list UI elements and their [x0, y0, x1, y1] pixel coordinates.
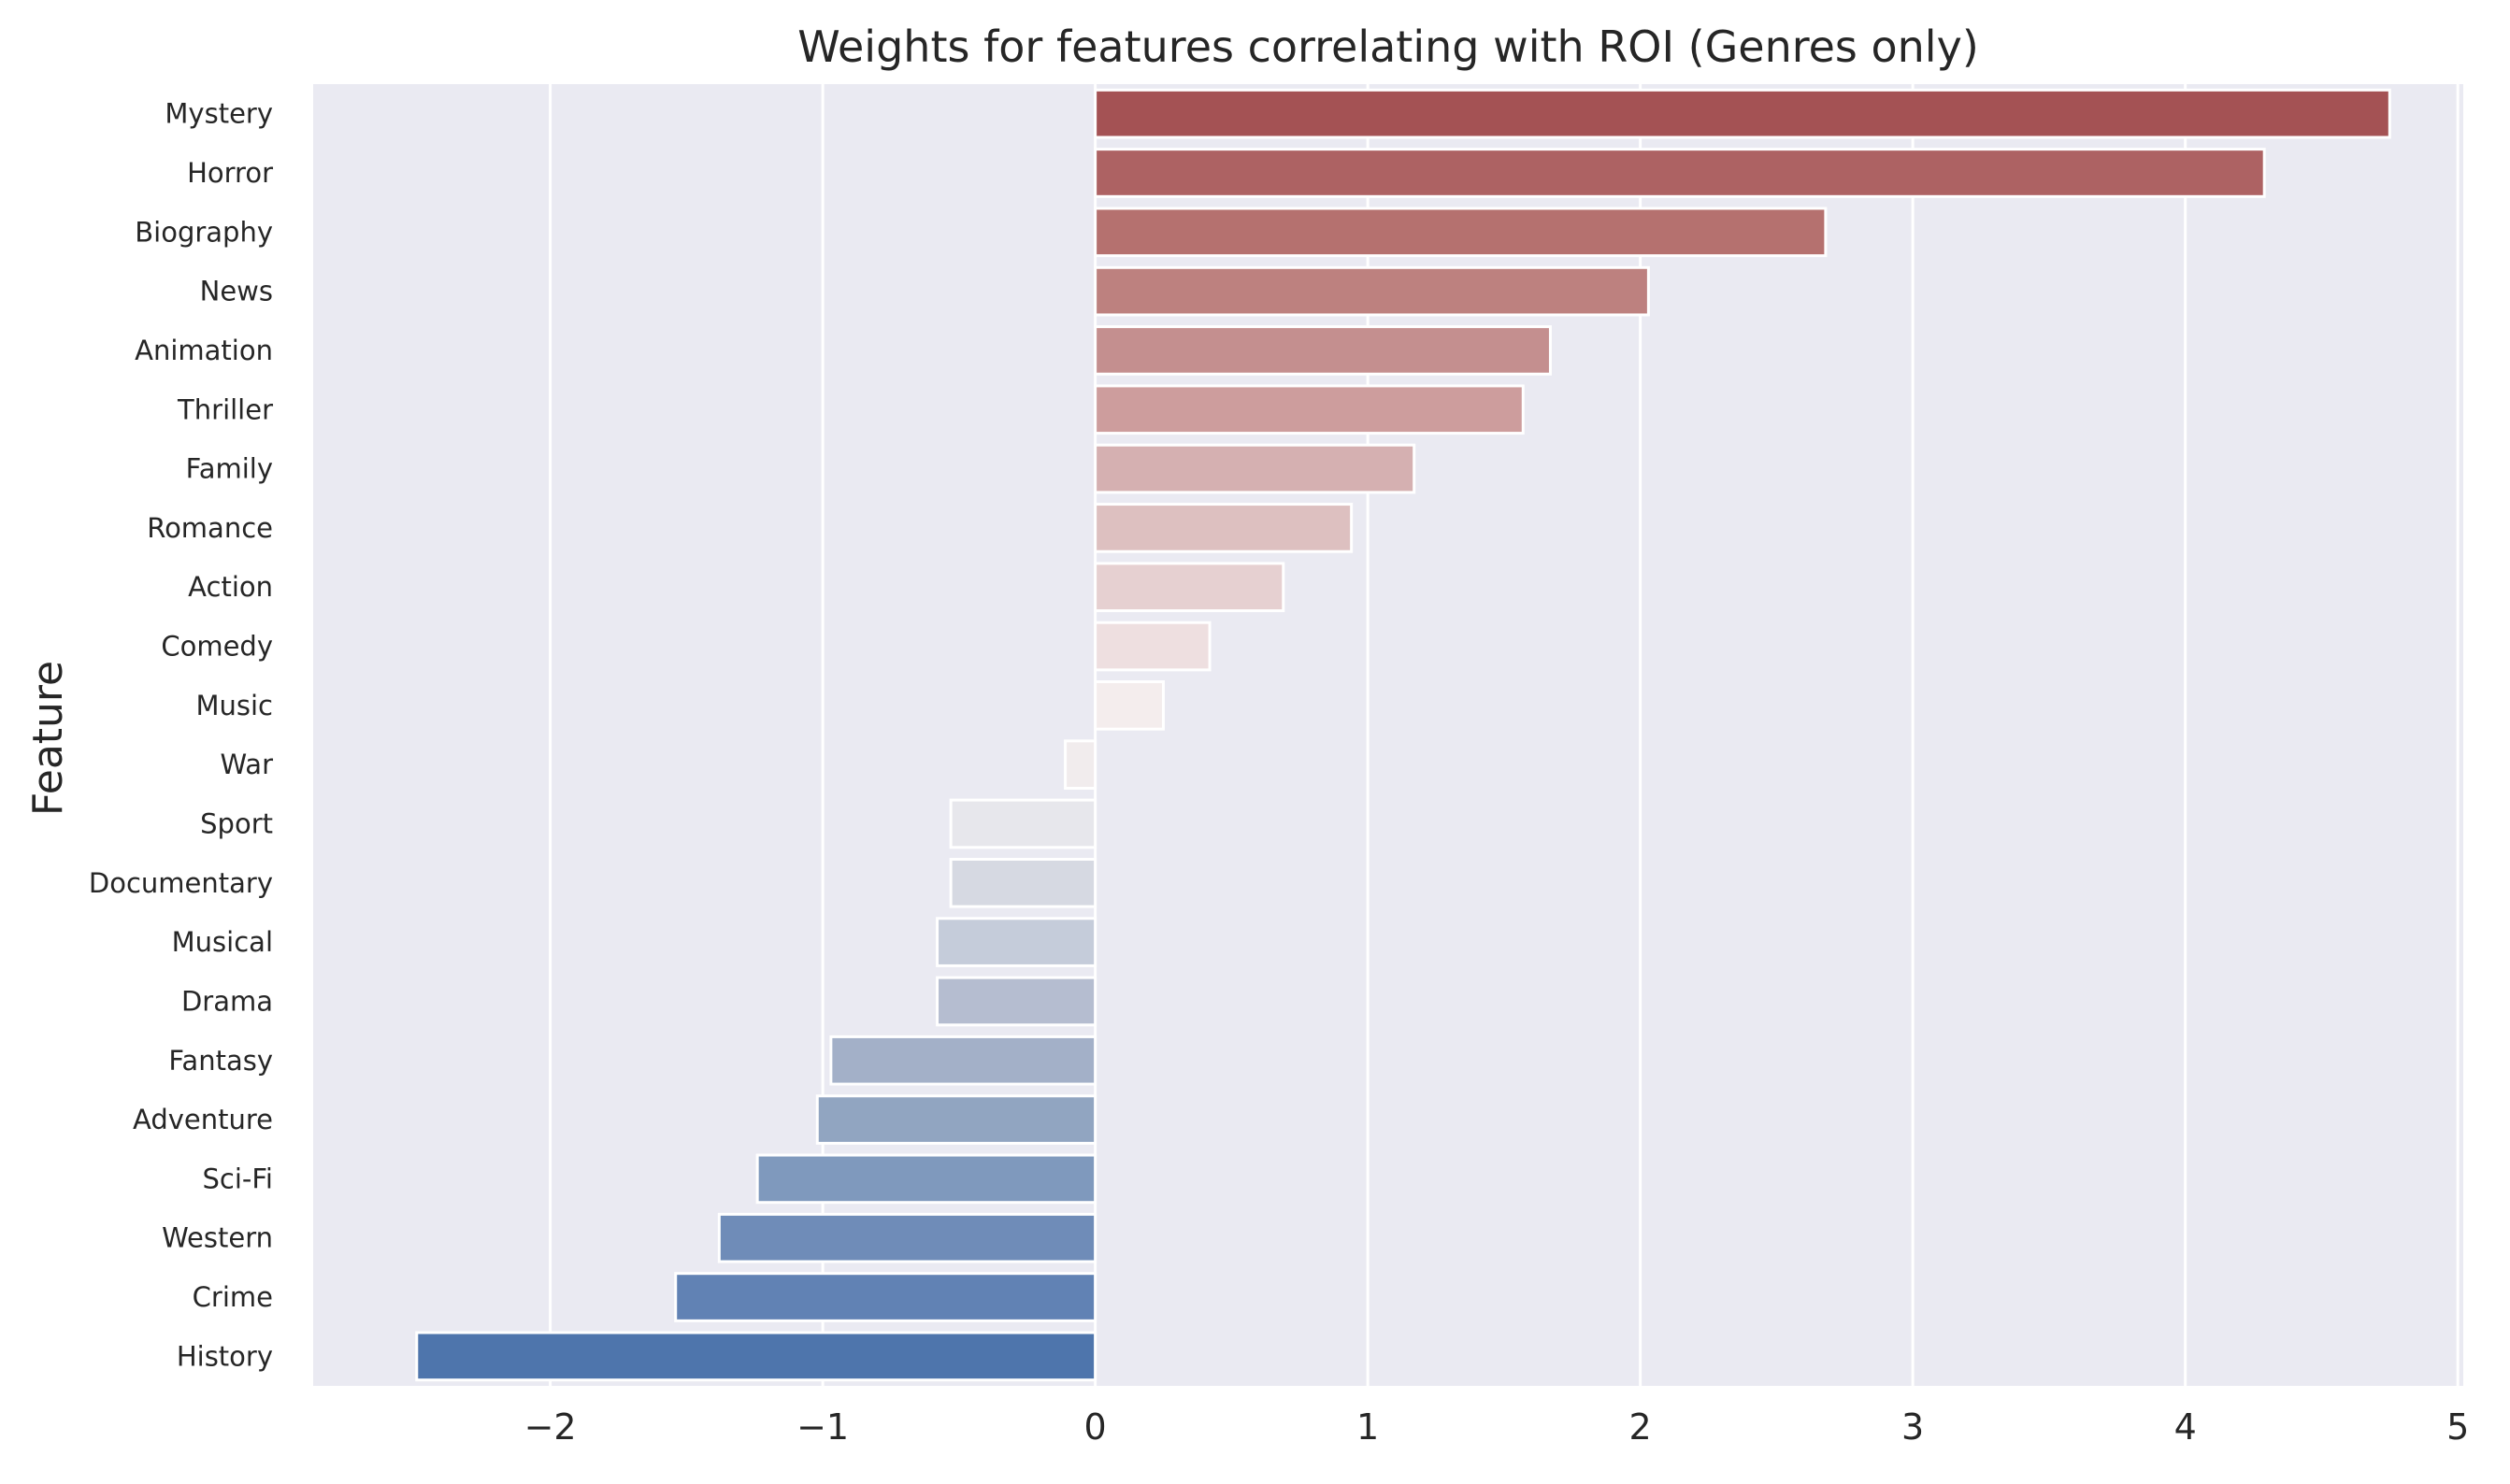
bar-biography [1094, 207, 1828, 258]
y-tick-label: Sci-Fi [202, 1163, 273, 1194]
y-tick-label: Thriller [177, 393, 273, 425]
bar-drama [936, 976, 1097, 1027]
y-tick-label: War [220, 749, 273, 780]
y-tick-label: History [177, 1340, 273, 1372]
bar-western [717, 1212, 1097, 1263]
x-tick-label: 3 [1901, 1406, 1924, 1448]
bar-horror [1094, 148, 2266, 198]
bar-adventure [815, 1094, 1097, 1145]
y-tick-label: Mystery [165, 98, 273, 130]
x-tick-label: −1 [796, 1406, 849, 1448]
bar-sport [949, 798, 1097, 849]
x-tick-label: 5 [2446, 1406, 2469, 1448]
y-axis-label: Feature [24, 661, 72, 816]
y-tick-label: Musical [172, 926, 273, 958]
y-tick-label: Comedy [161, 631, 273, 663]
bar-action [1094, 562, 1285, 613]
x-tick-label: 4 [2174, 1406, 2197, 1448]
x-tick-label: 2 [1629, 1406, 1652, 1448]
y-tick-label: Crime [193, 1281, 273, 1313]
y-tick-label: Biography [135, 216, 273, 248]
bar-mystery [1094, 88, 2391, 139]
x-tick-label: −2 [524, 1406, 577, 1448]
bars [415, 88, 2391, 1382]
bar-fantasy [829, 1035, 1097, 1086]
y-tick-label: Western [162, 1222, 273, 1254]
bar-war [1064, 739, 1097, 790]
bar-sci-fi [755, 1153, 1097, 1205]
bar-family [1094, 443, 1416, 494]
y-tick-label: Sport [200, 807, 273, 839]
bar-crime [674, 1272, 1097, 1322]
y-tick-label: Animation [135, 335, 273, 366]
x-tick-labels: −2 −1 0 1 2 3 4 5 [524, 1406, 2470, 1448]
y-tick-labels: Mystery Horror Biography News Animation Thril… [89, 98, 273, 1373]
y-tick-label: Drama [181, 985, 273, 1017]
y-tick-label: Music [195, 690, 273, 721]
bar-romance [1094, 503, 1354, 553]
y-tick-label: Fantasy [168, 1045, 273, 1077]
chart-title: Weights for features correlating with RO… [797, 21, 1979, 72]
y-tick-label: Family [186, 453, 273, 485]
bar-music [1094, 680, 1166, 731]
y-tick-label: Action [188, 571, 273, 603]
y-tick-label: Adventure [133, 1104, 273, 1135]
bar-news [1094, 265, 1650, 317]
x-tick-label: 0 [1084, 1406, 1107, 1448]
y-tick-label: Romance [147, 512, 273, 544]
bar-thriller [1094, 384, 1525, 435]
bar-comedy [1094, 621, 1212, 672]
y-tick-label: News [200, 276, 273, 307]
bar-musical [936, 917, 1097, 967]
bar-animation [1094, 325, 1552, 376]
x-tick-label: 1 [1356, 1406, 1379, 1448]
bar-documentary [949, 857, 1097, 908]
y-tick-label: Horror [187, 157, 273, 189]
y-tick-label: Documentary [89, 867, 273, 899]
bar-history [415, 1331, 1097, 1382]
